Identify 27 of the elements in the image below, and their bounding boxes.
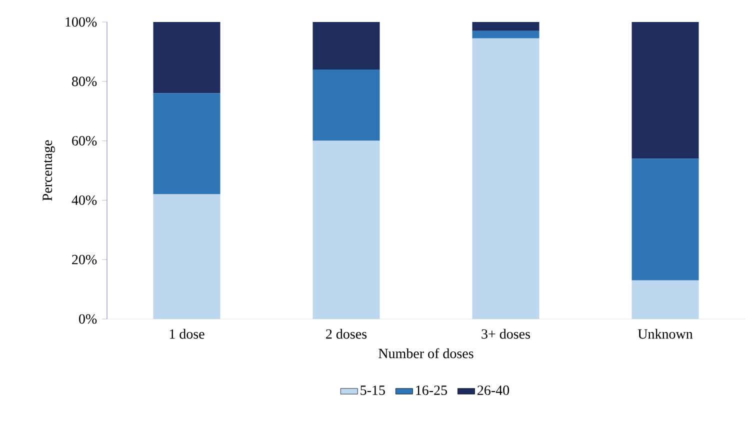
x-tick-label: Unknown (638, 328, 693, 339)
x-tick-label: 1 dose (170, 328, 204, 339)
y-tick-label: 100% (66, 17, 97, 27)
legend-label: 5-15 (360, 386, 385, 395)
bar (632, 280, 699, 319)
bar (472, 22, 540, 31)
bar (632, 158, 699, 280)
bar (153, 22, 220, 94)
x-tick-label: 3+ doses (482, 328, 530, 339)
y-tick-label: 60% (72, 136, 97, 146)
legend-label: 16-25 (416, 386, 447, 395)
x-tick-label: 2 doses (326, 328, 367, 339)
bar (312, 22, 380, 70)
bar (153, 93, 220, 194)
bar (312, 70, 380, 141)
bar (632, 22, 699, 159)
x-axis-title: Number of doses (378, 348, 474, 358)
bar (472, 38, 540, 319)
y-tick-label: 20% (72, 254, 97, 264)
y-tick-label: 80% (72, 76, 97, 86)
legend-label: 26-40 (478, 386, 510, 396)
bar (312, 140, 380, 319)
bar (153, 194, 220, 319)
bar (472, 30, 540, 38)
y-tick-label: 40% (72, 195, 97, 205)
y-tick-label: 0% (79, 314, 97, 324)
y-axis-title: Percentage (42, 140, 55, 201)
